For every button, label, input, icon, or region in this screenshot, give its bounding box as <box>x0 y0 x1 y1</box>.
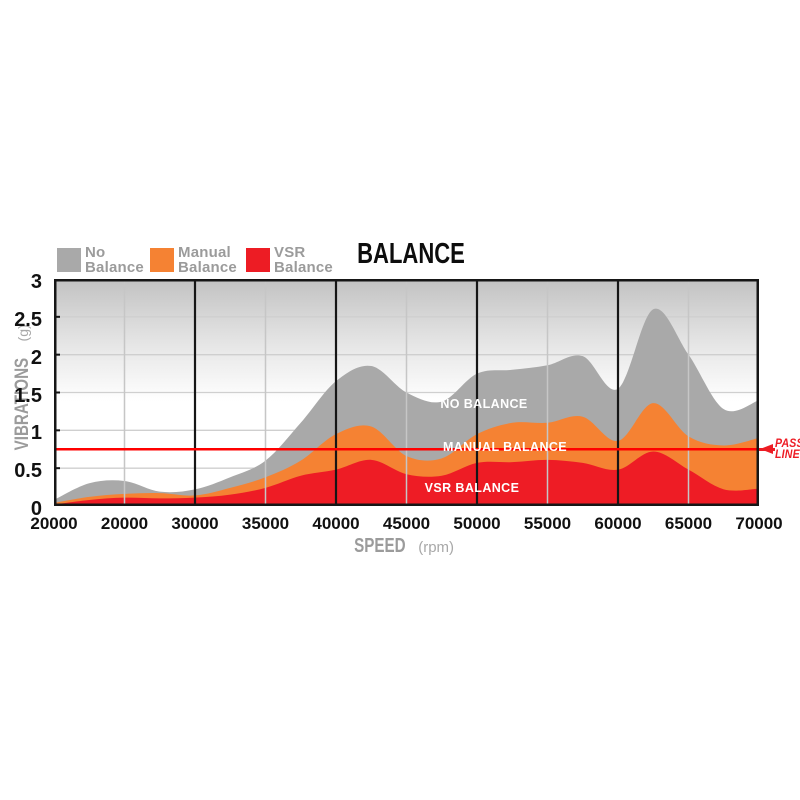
x-axis-unit: (rpm) <box>418 539 455 556</box>
legend-label: VSR Balance <box>274 244 333 276</box>
vsr-balance-swatch-icon <box>246 248 270 272</box>
legend-label: Manual Balance <box>178 244 237 276</box>
vsr-balance-area-label: VSR BALANCE <box>424 481 520 495</box>
manual-balance-swatch-icon <box>150 248 174 272</box>
x-tick-label: 40000 <box>312 514 360 533</box>
pass-line-label: PASSLINE <box>775 438 800 461</box>
legend-label: No Balance <box>85 244 144 276</box>
x-axis-title: SPEED (rpm) <box>346 535 454 558</box>
y-tick-label: 3 <box>30 271 42 293</box>
x-tick-label: 60000 <box>594 514 642 533</box>
y-tick-label: 0 <box>30 498 42 520</box>
y-tick-label: 1 <box>30 422 42 445</box>
y-tick-label: 2.5 <box>14 308 42 331</box>
x-tick-label: 45000 <box>382 514 431 533</box>
x-tick-label: 30000 <box>171 514 219 533</box>
no-balance-area-label: NO BALANCE <box>440 397 528 411</box>
no-balance-swatch-icon <box>57 248 81 272</box>
pass-line-arrow-icon <box>760 444 773 455</box>
x-tick-label: 20000 <box>100 514 149 533</box>
plot-area: NO BALANCE MANUAL BALANCE VSR BALANCE <box>54 279 759 506</box>
x-tick-label: 65000 <box>664 514 713 533</box>
x-tick-label: 70000 <box>735 514 783 533</box>
x-tick-label: 35000 <box>241 514 290 533</box>
x-tick-label: 55000 <box>523 514 572 533</box>
y-tick-label: 2 <box>30 346 42 369</box>
y-tick-label: 1.5 <box>14 384 42 407</box>
manual-balance-area-label: MANUAL BALANCE <box>442 440 568 454</box>
x-tick-label: 50000 <box>453 514 501 533</box>
area-chart-canvas <box>54 279 759 506</box>
x-axis-title-text: SPEED <box>354 535 406 557</box>
y-tick-label: 0.5 <box>14 460 42 483</box>
x-tick-label: 20000 <box>30 514 78 533</box>
chart-title: BALANCE <box>357 238 465 270</box>
